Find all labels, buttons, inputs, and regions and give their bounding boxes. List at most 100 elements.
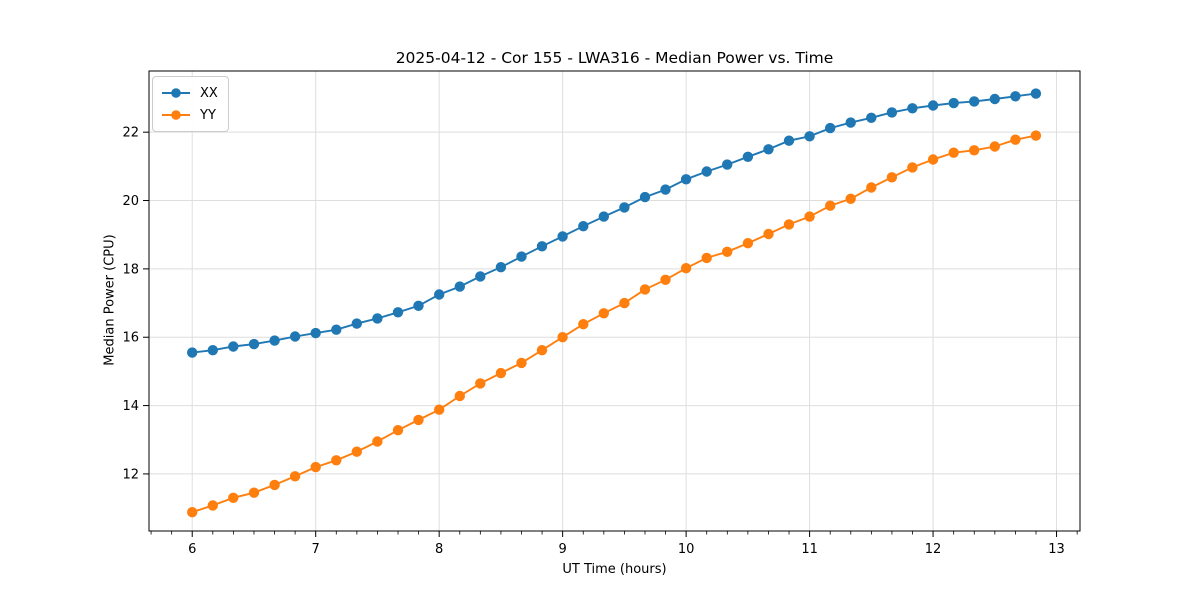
data-point-yy [598,308,609,319]
x-axis-label: UT Time (hours) [562,562,667,577]
data-point-xx [1010,91,1021,102]
data-point-yy [372,436,383,447]
data-point-xx [639,191,651,203]
data-point-xx [1030,88,1042,99]
data-point-xx [187,347,198,358]
legend-label: YY [200,107,216,123]
x-tick-label: 8 [435,542,443,557]
legend-item-yy: YY [161,104,218,126]
data-point-yy [248,487,260,498]
data-point-yy [680,263,692,274]
data-point-xx [907,103,918,114]
data-point-xx [413,300,424,311]
y-tick-label: 18 [122,262,139,277]
data-point-yy [454,390,465,402]
data-point-yy [701,252,712,264]
data-point-xx [783,135,795,146]
data-point-yy [289,471,301,482]
chart-title: 2025-04-12 - Cor 155 - LWA316 - Median P… [395,49,834,67]
data-point-xx [454,281,465,292]
data-point-xx [619,202,630,213]
data-point-xx [392,307,404,318]
data-point-xx [372,313,383,324]
y-tick-label: 12 [122,467,139,482]
data-point-xx [948,97,959,109]
data-point-yy [722,246,733,257]
data-point-yy [557,332,568,343]
data-point-xx [989,93,1000,105]
legend-label: XX [200,85,218,101]
data-point-yy [413,414,424,426]
data-point-yy [845,193,856,204]
data-point-xx [269,335,280,346]
data-point-yy [989,141,1000,152]
data-point-xx [969,96,980,107]
data-point-yy [351,446,362,457]
data-point-xx [804,131,815,142]
data-point-xx [660,184,671,195]
data-point-yy [763,228,774,240]
data-point-yy [619,297,630,309]
data-point-yy [886,172,898,183]
x-tick-label: 13 [1048,542,1065,557]
data-point-yy [536,345,548,356]
data-point-yy [392,425,404,436]
data-point-yy [660,274,671,285]
data-point-xx [578,221,589,232]
data-point-xx [207,345,218,356]
data-point-yy [804,211,815,222]
data-point-yy [927,154,939,165]
data-point-xx [228,341,239,352]
y-tick-label: 14 [122,399,139,414]
plot-border [148,70,1081,532]
data-point-yy [742,238,754,249]
legend-marker-icon [162,88,190,98]
data-point-xx [825,122,836,134]
data-point-yy [866,182,877,193]
series-line-yy [191,134,1037,514]
data-point-xx [598,211,609,222]
data-point-xx [475,271,486,282]
data-point-yy [825,200,836,211]
x-tick-label: 7 [312,542,320,557]
y-tick-label: 16 [122,331,139,346]
y-tick-label: 22 [122,126,139,141]
data-point-xx [434,289,445,300]
data-point-yy [639,284,651,295]
data-point-yy [269,479,280,491]
data-point-yy [907,162,918,173]
data-point-xx [557,231,568,242]
data-point-yy [187,507,198,518]
data-point-xx [886,107,898,118]
legend-item-xx: XX [161,82,218,104]
data-point-xx [742,151,754,162]
data-point-xx [845,117,856,128]
data-point-xx [248,338,260,350]
y-axis-label: Median Power (CPU) [102,234,118,366]
data-point-xx [289,331,301,342]
x-tick-label: 9 [558,542,566,557]
data-point-yy [1030,130,1042,141]
x-tick-label: 6 [188,542,196,557]
data-point-xx [351,318,362,329]
data-point-yy [516,357,527,369]
data-point-yy [207,500,218,511]
data-point-xx [722,159,733,170]
x-tick-label: 11 [801,542,818,557]
data-point-yy [578,319,589,330]
data-point-yy [228,492,239,503]
legend: XX YY [152,76,229,132]
data-point-yy [969,145,980,156]
data-point-yy [310,461,321,473]
data-point-yy [495,367,507,379]
data-point-xx [495,262,507,273]
data-point-xx [536,241,548,252]
data-point-yy [783,219,795,230]
data-point-yy [475,378,486,389]
data-point-xx [516,251,527,262]
data-point-xx [763,144,774,155]
data-point-yy [331,455,342,466]
x-tick-label: 10 [678,542,695,557]
